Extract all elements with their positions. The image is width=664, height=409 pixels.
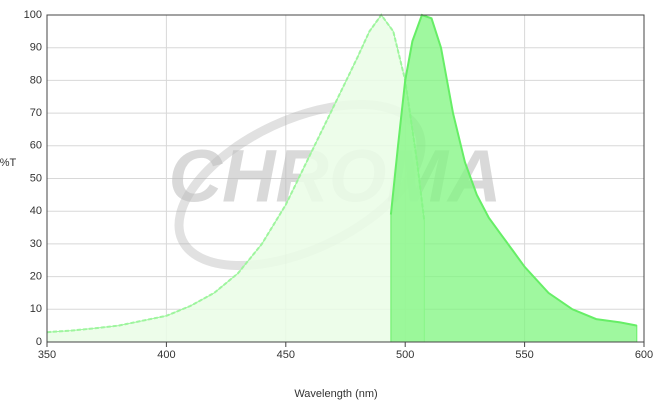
y-tick-label: 80 [30,74,42,86]
y-tick-label: 90 [30,42,42,54]
x-tick-label: 450 [277,349,295,361]
x-tick-label: 350 [38,349,56,361]
y-tick-label: 30 [30,238,42,250]
y-tick-label: 60 [30,140,42,152]
x-tick-label: 600 [635,349,653,361]
y-tick-label: 0 [36,336,42,348]
x-tick-label: 500 [396,349,414,361]
y-tick-label: 20 [30,271,42,283]
x-tick-label: 550 [515,349,533,361]
y-tick-label: 10 [30,303,42,315]
line [46,13,426,334]
y-tick-label: 70 [30,107,42,119]
y-axis-label: %T [0,157,17,169]
line [389,13,637,327]
y-tick-label: 100 [24,9,42,21]
x-axis-label: Wavelength (nm) [294,388,377,400]
plot-frame [46,14,645,343]
x-tick-label: 400 [157,349,175,361]
y-tick-label: 50 [30,172,42,184]
y-tick-label: 40 [30,205,42,217]
